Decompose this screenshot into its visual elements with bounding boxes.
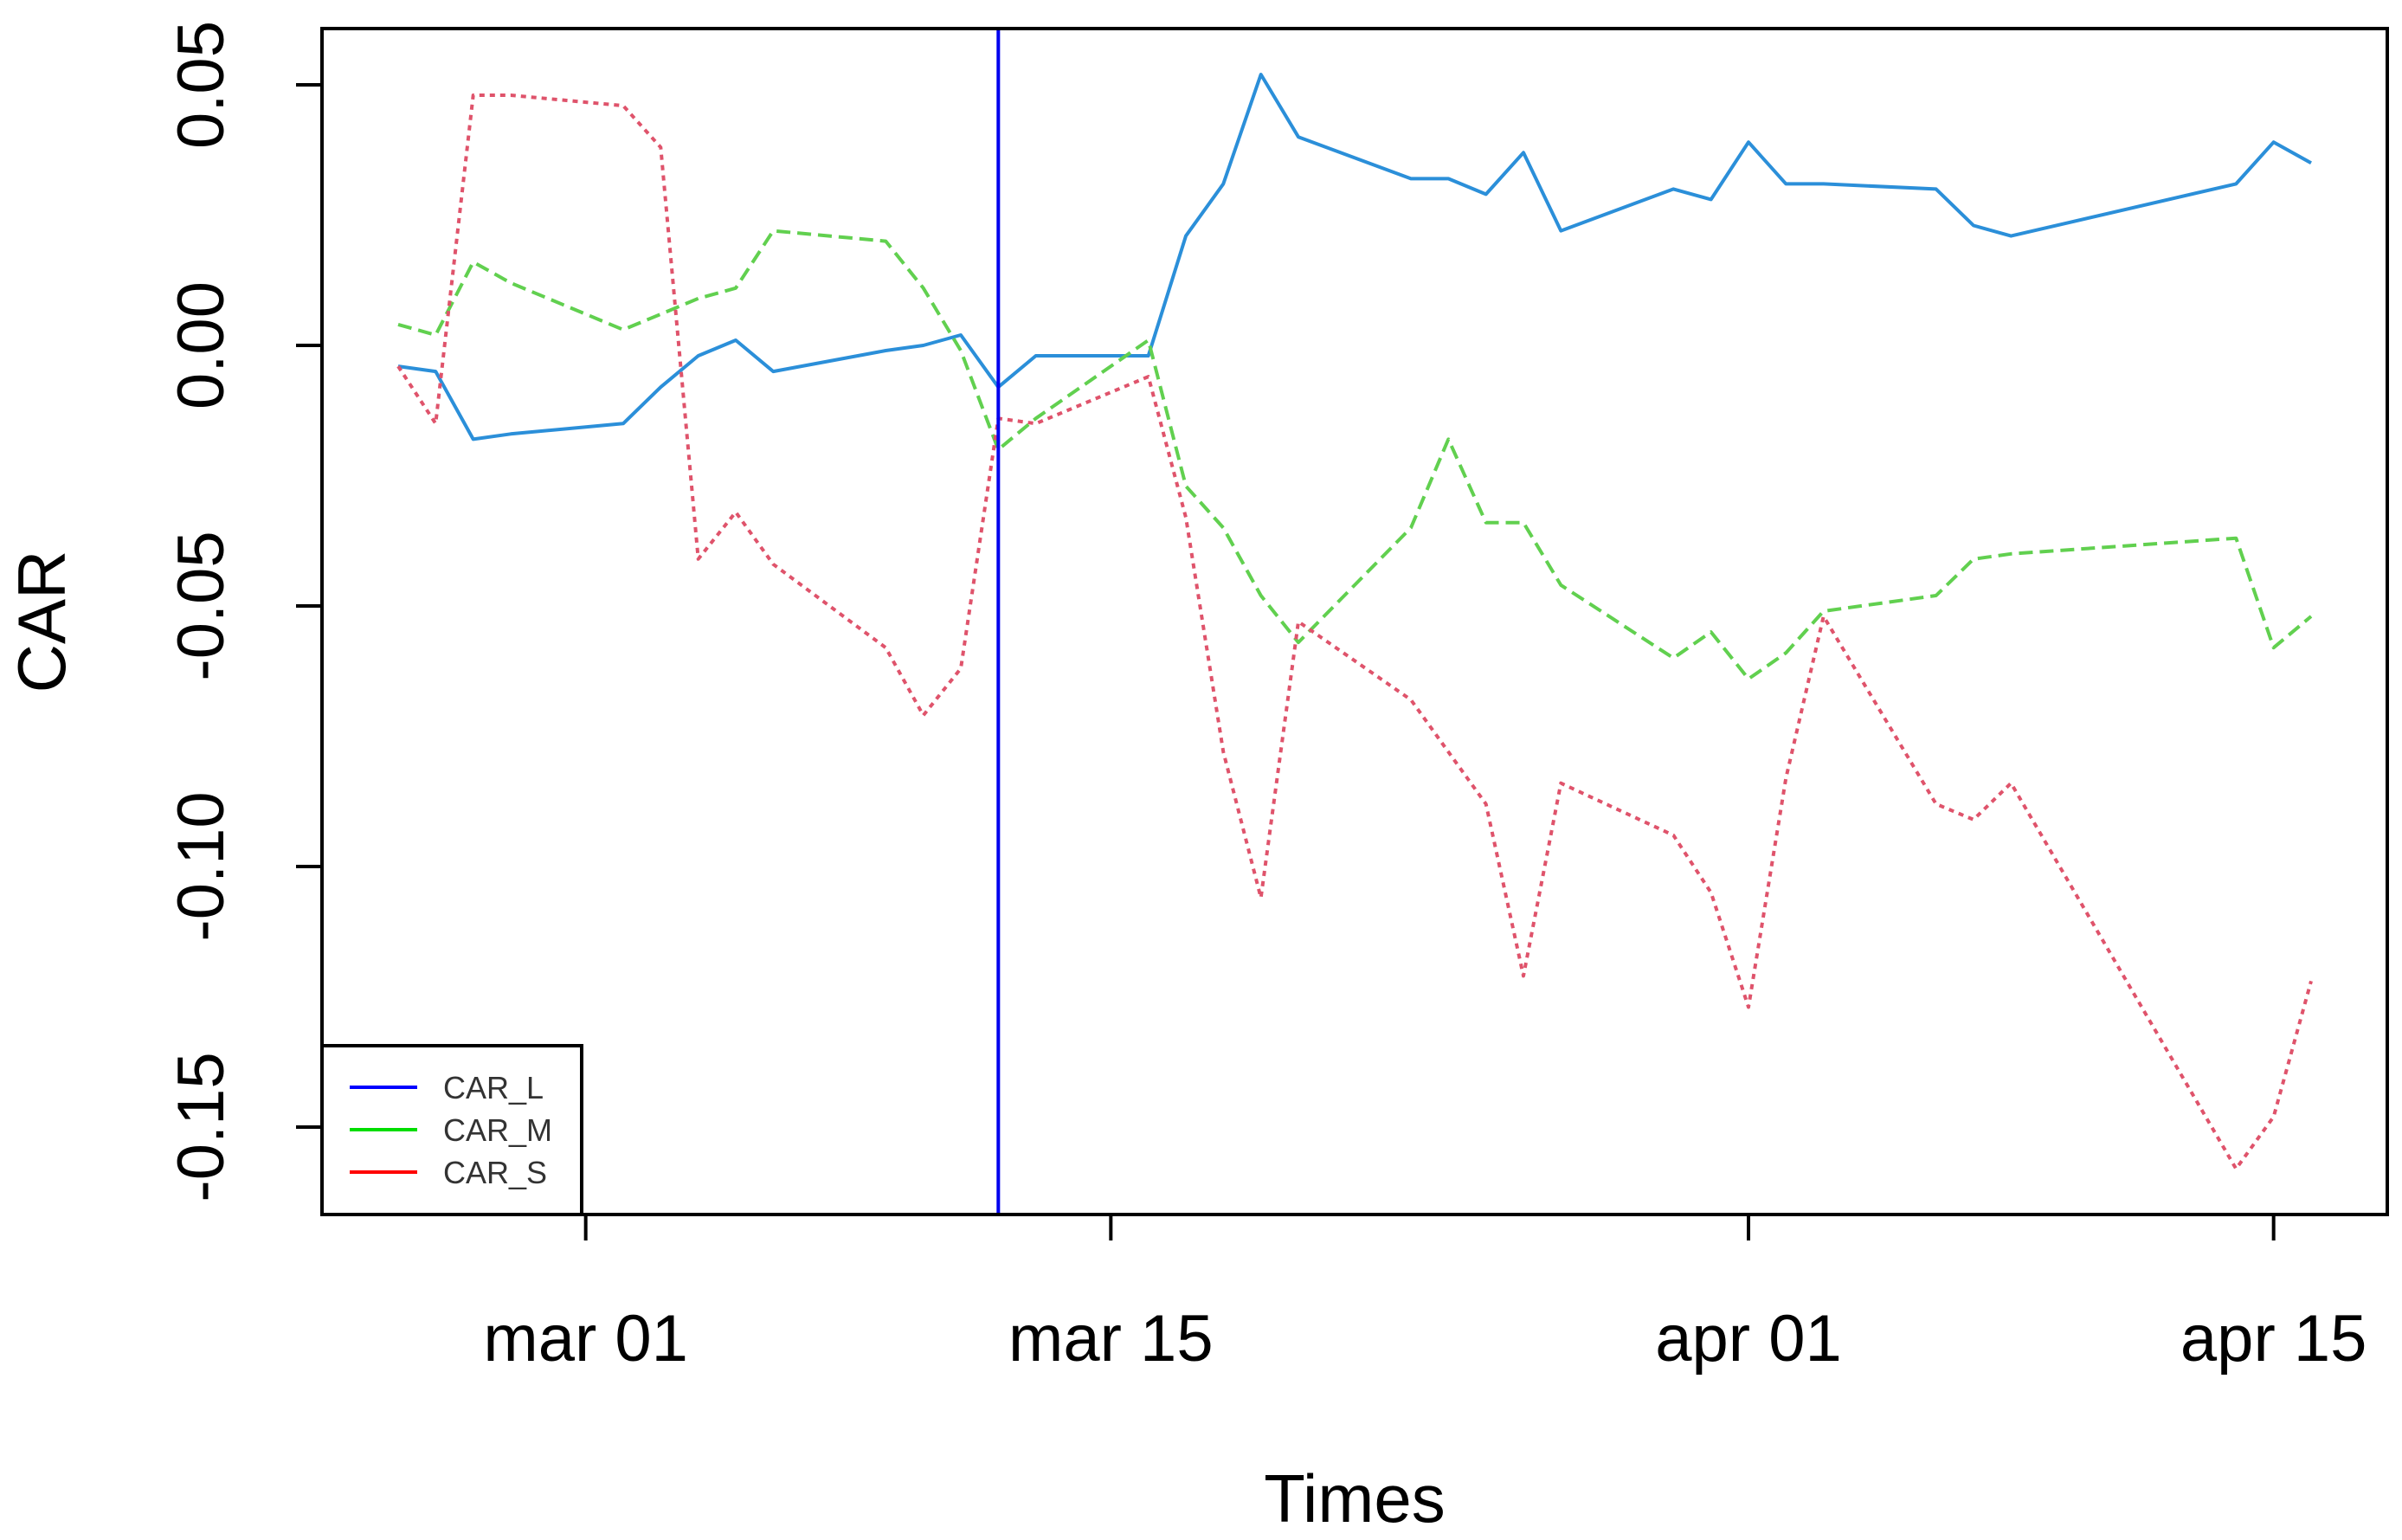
legend: CAR_L CAR_M CAR_S [320, 1044, 583, 1216]
y-axis-title: CAR [3, 551, 80, 693]
series-line-car-m [397, 229, 2313, 681]
legend-label-car-s: CAR_S [443, 1155, 547, 1190]
y-tick-label: -0.10 [164, 791, 238, 941]
plot-frame [320, 27, 2389, 1216]
x-tick-label: apr 15 [2180, 1302, 2367, 1376]
y-tick-label: 0.00 [164, 281, 238, 409]
y-tick-label: -0.15 [164, 1052, 238, 1202]
series-layer [396, 73, 2313, 1171]
series-line-car-s [396, 93, 2313, 1171]
y-tick-label: -0.05 [164, 531, 238, 680]
y-axis: 0.05 0.00 -0.05 -0.10 -0.15 [164, 21, 324, 1202]
x-axis: mar 01 mar 15 apr 01 apr 15 [483, 1213, 2367, 1376]
x-axis-title: Times [1264, 1460, 1445, 1537]
legend-label-car-l: CAR_L [443, 1070, 544, 1105]
legend-label-car-m: CAR_M [443, 1112, 552, 1148]
series-line-car-l [397, 73, 2312, 441]
x-tick-label: apr 01 [1655, 1302, 1842, 1376]
y-tick-label: 0.05 [164, 21, 238, 149]
x-tick-label: mar 01 [483, 1302, 688, 1376]
x-tick-label: mar 15 [1008, 1302, 1214, 1376]
